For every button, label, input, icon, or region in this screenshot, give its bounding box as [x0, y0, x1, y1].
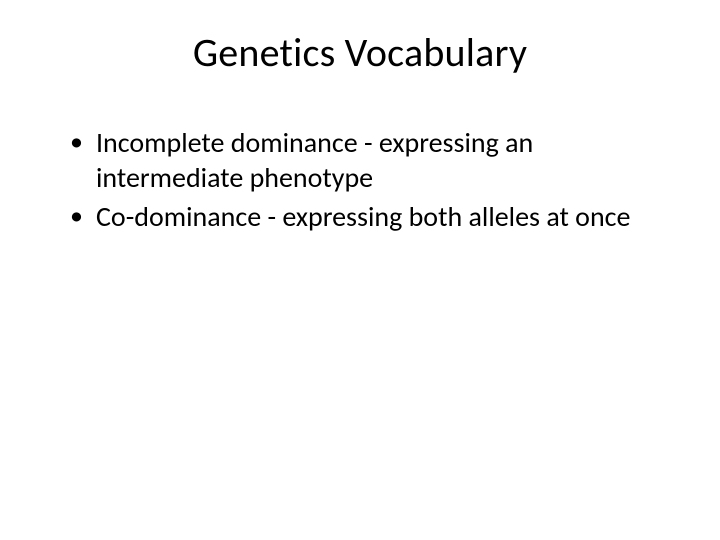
bullet-list: Incomplete dominance - expressing an int… — [60, 125, 660, 234]
list-item: Incomplete dominance - expressing an int… — [70, 125, 660, 195]
slide-container: Genetics Vocabulary Incomplete dominance… — [0, 0, 720, 540]
slide-title: Genetics Vocabulary — [60, 28, 660, 77]
list-item: Co-dominance - expressing both alleles a… — [70, 199, 660, 234]
